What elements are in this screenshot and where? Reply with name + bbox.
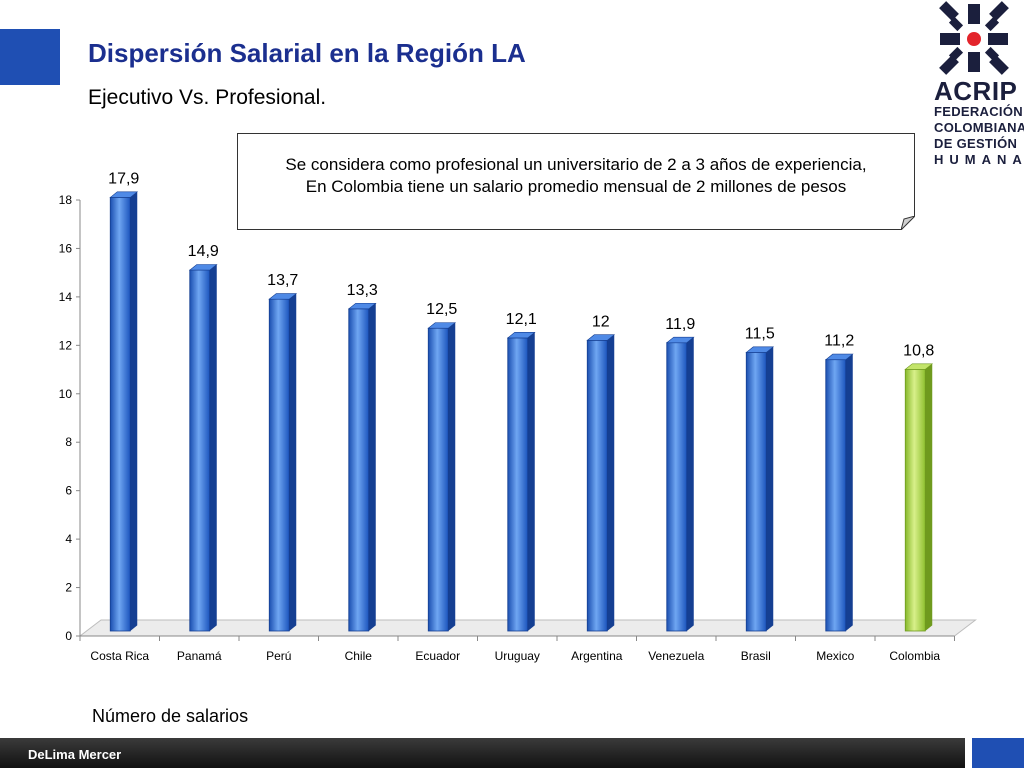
bar-front [666, 342, 688, 632]
note-callout: Se considera como profesional un univers… [237, 133, 915, 230]
bottom-label: Número de salarios [92, 706, 249, 726]
bar-front [586, 339, 608, 632]
bar-side [766, 346, 774, 631]
y-tick-label: 6 [65, 484, 72, 498]
bar-front [427, 327, 449, 632]
logo-line1: FEDERACIÓN [934, 104, 1023, 119]
data-label: 11,9 [665, 316, 695, 333]
category-label: Costa Rica [90, 649, 149, 663]
bar-front [825, 359, 847, 632]
data-label: 13,3 [347, 282, 378, 299]
note-line2: En Colombia tiene un salario promedio me… [305, 177, 847, 196]
bar-top [824, 353, 854, 361]
bar-colombia [904, 363, 934, 632]
data-label: 13,7 [267, 272, 298, 289]
data-label: 14,9 [188, 243, 219, 260]
bar-side [130, 191, 138, 632]
bar-side [448, 322, 456, 631]
logo-text: ACRIP FEDERACIÓN COLOMBIANA DE GESTIÓN H… [934, 78, 1024, 168]
bar-chart: 0 2 4 6 8 10 12 14 16 18 17,9 Costa Rica 14,9 Panamá… [59, 170, 977, 663]
y-tick-label: 18 [59, 193, 73, 207]
data-label: 11,2 [824, 333, 854, 350]
page-fold-icon [901, 216, 915, 230]
data-label: 12,5 [426, 301, 457, 318]
acrip-logo-icon [939, 1, 1009, 75]
bar-uruguay [506, 332, 536, 632]
bar-per- [268, 293, 298, 632]
corner-accent-square [0, 29, 60, 85]
bar-top [904, 363, 934, 370]
bar-front [189, 269, 211, 632]
data-label: 10,8 [903, 342, 934, 359]
data-label: 12,1 [506, 311, 537, 328]
logo-line3: DE GESTIÓN [934, 136, 1018, 151]
y-tick-label: 0 [65, 629, 72, 643]
data-label: 17,9 [108, 170, 139, 187]
bar-top [665, 336, 695, 344]
bar-side [845, 354, 853, 631]
slide-subtitle: Ejecutivo Vs. Profesional. [88, 86, 327, 109]
bar-front [745, 352, 767, 632]
bar-front [348, 308, 370, 632]
category-label: Panamá [177, 649, 222, 663]
bar-top [268, 293, 298, 300]
bar-front [904, 368, 926, 632]
category-label: Uruguay [495, 649, 540, 663]
logo-line2: COLOMBIANA [934, 120, 1024, 135]
category-label: Perú [266, 649, 291, 663]
bar-ecuador [427, 322, 457, 632]
note-line1: Se considera como profesional un univers… [285, 155, 867, 174]
bar-side [925, 363, 933, 631]
bar-front [507, 337, 529, 632]
bar-brasil [745, 346, 775, 632]
bar-argentina [586, 334, 616, 632]
bar-top [109, 191, 139, 198]
slide-title: Dispersión Salarial en la Región LA [88, 38, 526, 68]
footer-accent-square [972, 738, 1024, 768]
category-label: Argentina [571, 649, 623, 663]
data-label: 12 [592, 313, 610, 330]
data-label: 11,5 [745, 325, 775, 342]
bar-side [209, 264, 217, 631]
bar-top [347, 302, 377, 310]
bar-top [586, 334, 616, 341]
bar-top [745, 346, 775, 353]
y-tick-label: 10 [59, 387, 73, 401]
bar-top [506, 332, 536, 339]
footer-bar [0, 738, 965, 768]
bar-side [368, 303, 376, 631]
y-tick-label: 12 [59, 338, 73, 352]
bar-mexico [824, 353, 854, 632]
y-tick-label: 14 [59, 290, 73, 304]
category-label: Venezuela [648, 649, 704, 663]
bar-chile [347, 302, 377, 632]
category-label: Ecuador [415, 649, 460, 663]
y-tick-label: 8 [65, 435, 72, 449]
category-label: Mexico [816, 649, 854, 663]
y-tick-label: 2 [65, 581, 72, 595]
bar-venezuela [665, 336, 695, 632]
logo-line4: HUMANA [934, 152, 1024, 167]
category-label: Chile [345, 649, 373, 663]
logo-acrip: ACRIP [934, 76, 1018, 106]
bar-side [686, 337, 694, 631]
bar-side [527, 332, 535, 631]
bar-costa-rica [109, 191, 139, 632]
y-tick-label: 16 [59, 241, 73, 255]
category-label: Brasil [741, 649, 771, 663]
y-tick-label: 4 [65, 532, 72, 546]
footer-brand: DeLima Mercer [28, 747, 122, 762]
bar-top [188, 264, 218, 271]
bar-side [289, 293, 297, 631]
bar-panam- [188, 264, 218, 632]
bar-front [268, 298, 290, 632]
bar-top [427, 322, 457, 329]
category-label: Colombia [889, 649, 940, 663]
bar-side [607, 334, 615, 631]
bar-front [109, 197, 131, 632]
